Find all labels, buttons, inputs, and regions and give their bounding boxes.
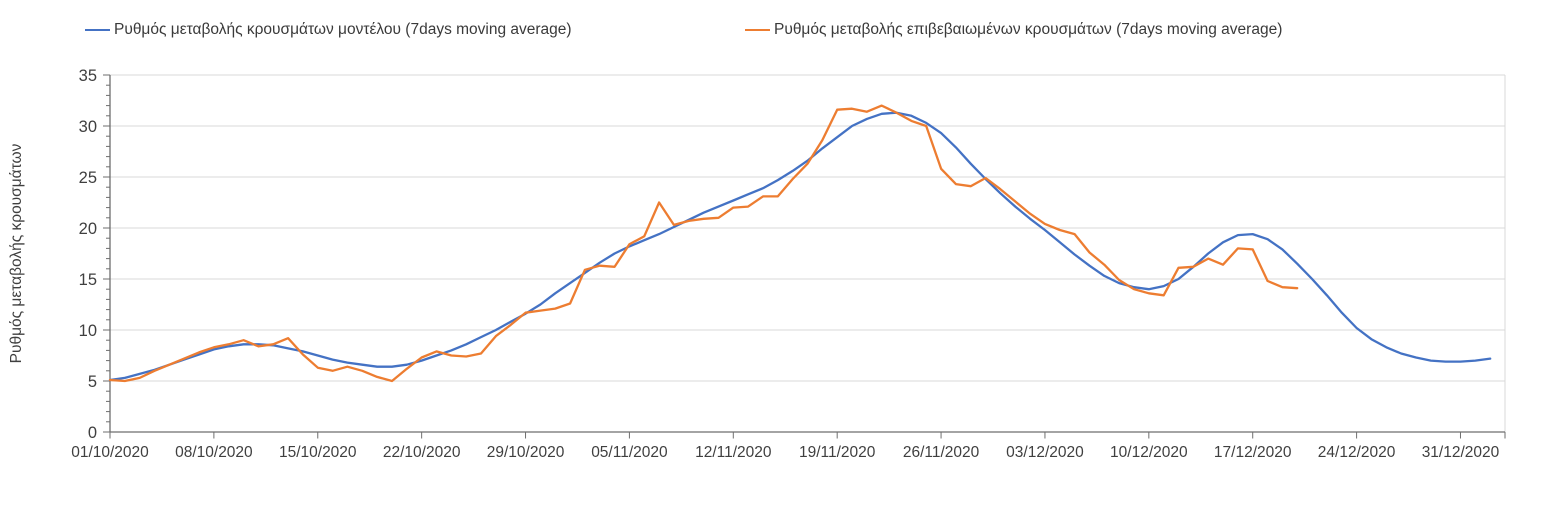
x-tick-label-19/11/2020: 19/11/2020 (799, 444, 876, 461)
y-tick-label-0: 0 (88, 424, 97, 442)
x-tick-label-26/11/2020: 26/11/2020 (903, 444, 980, 461)
y-axis-title: Ρυθμός μεταβολής κρουσμάτων (8, 143, 25, 363)
legend-label-model: Ρυθμός μεταβολής κρουσμάτων μοντέλου (7d… (114, 21, 572, 38)
x-tick-label-22/10/2020: 22/10/2020 (383, 444, 461, 461)
legend-item-model: Ρυθμός μεταβολής κρουσμάτων μοντέλου (7d… (85, 21, 572, 39)
y-tick-label-30: 30 (79, 118, 97, 136)
y-tick-label-5: 5 (88, 373, 97, 391)
x-tick-label-10/12/2020: 10/12/2020 (1110, 444, 1188, 461)
legend-line-swatch-confirmed (745, 29, 770, 31)
y-tick-label-20: 20 (79, 220, 97, 238)
x-tick-label-05/11/2020: 05/11/2020 (591, 444, 668, 461)
y-tick-label-35: 35 (79, 67, 97, 85)
x-tick-label-01/10/2020: 01/10/2020 (71, 444, 149, 461)
x-tick-label-03/12/2020: 03/12/2020 (1006, 444, 1084, 461)
legend-label-confirmed: Ρυθμός μεταβολής επιβεβαιωμένων κρουσμάτ… (774, 21, 1283, 38)
x-tick-label-15/10/2020: 15/10/2020 (279, 444, 357, 461)
x-tick-label-31/12/2020: 31/12/2020 (1422, 444, 1500, 461)
y-tick-label-10: 10 (79, 322, 97, 340)
y-tick-label-15: 15 (79, 271, 97, 289)
y-tick-label-25: 25 (79, 169, 97, 187)
x-tick-label-08/10/2020: 08/10/2020 (175, 444, 253, 461)
legend-line-swatch-model (85, 29, 110, 31)
x-tick-label-17/12/2020: 17/12/2020 (1214, 444, 1292, 461)
x-tick-label-24/12/2020: 24/12/2020 (1318, 444, 1396, 461)
x-tick-label-29/10/2020: 29/10/2020 (487, 444, 565, 461)
model-series-line (108, 111, 1492, 382)
legend-item-confirmed: Ρυθμός μεταβολής επιβεβαιωμένων κρουσμάτ… (745, 21, 1282, 39)
x-tick-label-12/11/2020: 12/11/2020 (695, 444, 772, 461)
confirmed-series-line (108, 104, 1299, 383)
